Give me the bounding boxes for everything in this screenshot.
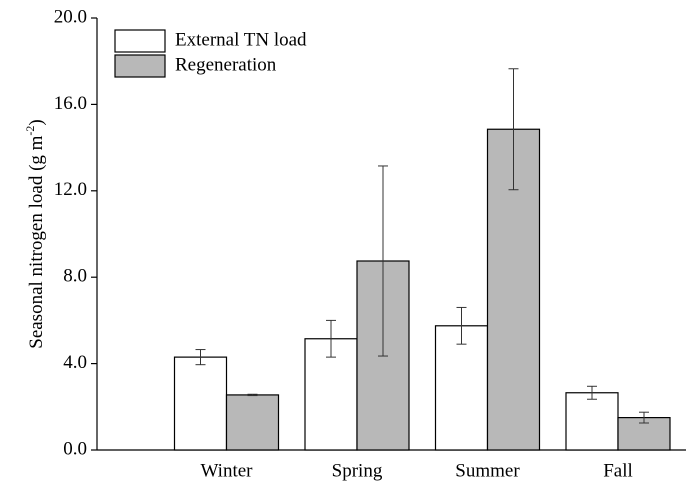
y-label-text: Seasonal nitrogen load (g m bbox=[26, 135, 47, 348]
y-label-sup: -2 bbox=[23, 126, 37, 136]
y-axis-label: Seasonal nitrogen load (g m-2) bbox=[23, 119, 48, 349]
bar bbox=[173, 356, 228, 451]
error-bar bbox=[508, 68, 519, 191]
legend-label: External TN load bbox=[175, 29, 307, 50]
error-bar bbox=[195, 349, 206, 366]
error-bar bbox=[456, 306, 467, 345]
error-bar bbox=[378, 165, 388, 357]
error-bar bbox=[247, 393, 258, 397]
bar bbox=[565, 392, 619, 451]
y-tick-label: 16.0 bbox=[54, 93, 87, 114]
error-bar bbox=[587, 385, 597, 400]
y-label-end: ) bbox=[26, 119, 47, 125]
x-tick-label: Summer bbox=[455, 460, 520, 481]
legend-label: Regeneration bbox=[175, 54, 277, 75]
y-tick-label: 4.0 bbox=[63, 352, 87, 373]
legend-swatch bbox=[114, 54, 166, 78]
y-tick-label: 20.0 bbox=[54, 6, 87, 27]
legend-swatch bbox=[114, 29, 166, 53]
y-tick-label: 8.0 bbox=[63, 266, 87, 287]
x-tick-label: Fall bbox=[603, 460, 633, 481]
y-tick-label: 0.0 bbox=[63, 438, 87, 459]
x-tick-label: Spring bbox=[332, 460, 383, 481]
x-tick-label: Winter bbox=[201, 460, 254, 481]
bar bbox=[225, 394, 280, 451]
y-tick-label: 12.0 bbox=[54, 179, 87, 200]
bar bbox=[434, 325, 489, 451]
error-bar bbox=[326, 319, 336, 358]
error-bar bbox=[639, 411, 649, 424]
